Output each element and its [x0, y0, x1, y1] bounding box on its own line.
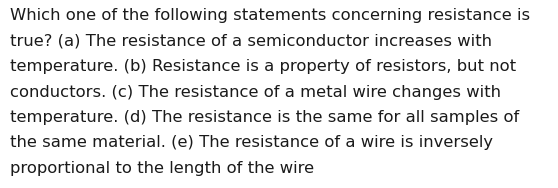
Text: Which one of the following statements concerning resistance is: Which one of the following statements co…: [10, 8, 530, 24]
Text: temperature. (d) The resistance is the same for all samples of: temperature. (d) The resistance is the s…: [10, 110, 519, 125]
Text: true? (a) The resistance of a semiconductor increases with: true? (a) The resistance of a semiconduc…: [10, 34, 492, 49]
Text: conductors. (c) The resistance of a metal wire changes with: conductors. (c) The resistance of a meta…: [10, 85, 501, 100]
Text: temperature. (b) Resistance is a property of resistors, but not: temperature. (b) Resistance is a propert…: [10, 59, 516, 74]
Text: the same material. (e) The resistance of a wire is inversely: the same material. (e) The resistance of…: [10, 135, 493, 150]
Text: proportional to the length of the wire: proportional to the length of the wire: [10, 161, 314, 176]
